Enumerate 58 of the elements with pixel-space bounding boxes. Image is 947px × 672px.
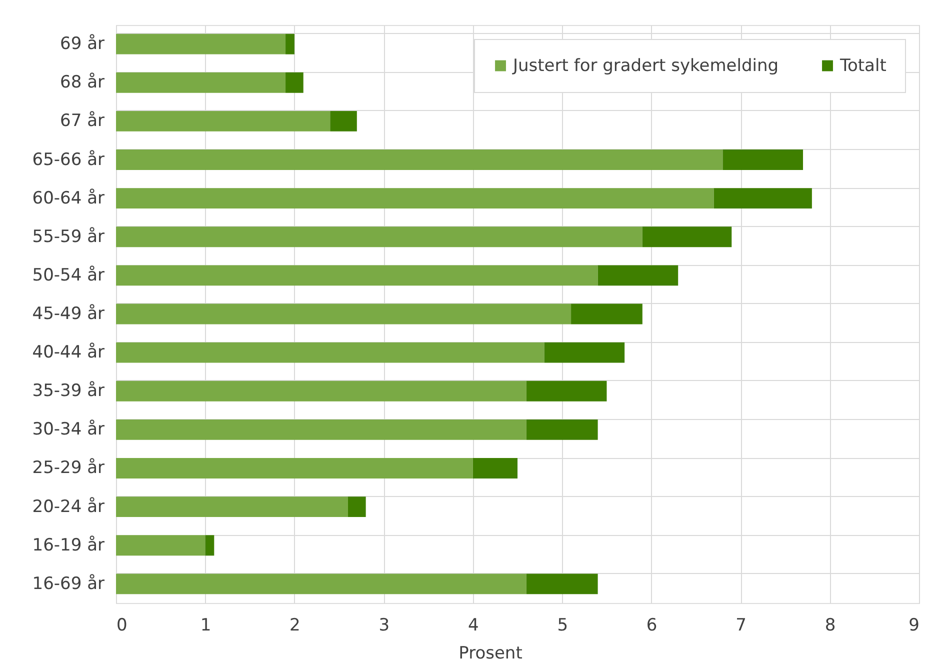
x-tick-label: 7 [736,616,746,636]
bar [205,535,214,556]
legend-label: Totalt [839,56,887,76]
bar [116,496,348,518]
bar [348,496,366,518]
bar [116,150,723,170]
bar [116,304,572,324]
y-tick-label: 68 år [60,72,104,93]
bar [642,226,732,248]
x-tick-label: 3 [378,616,390,636]
bar [286,34,294,54]
y-tick-label: 20-24 år [32,496,104,517]
legend-label: Justert for gradert sykemelding [512,56,779,76]
x-tick-label: 8 [824,616,836,636]
bar [116,535,206,556]
x-tick-label: 9 [908,616,920,636]
x-tick-label: 1 [200,616,212,636]
bar [116,574,526,594]
bar [116,265,598,286]
y-tick-label: 45-49 år [32,304,104,324]
bar [116,226,642,248]
x-tick-label: 5 [557,616,568,636]
x-axis-title: Prosent [458,644,523,664]
bar [472,458,518,478]
bar [116,72,286,93]
y-tick-label: 35-39 år [32,381,104,402]
y-tick-label: 16-19 år [32,535,104,556]
bar [714,188,812,209]
bar [571,304,642,324]
y-tick-label: 50-54 år [32,265,104,286]
bar [116,188,714,209]
x-tick-label: 6 [646,616,658,636]
y-tick-label: 60-64 år [32,188,104,208]
bar [526,419,598,440]
bar [722,150,804,170]
y-tick-label: 25-29 år [32,458,104,478]
x-tick-label: 2 [290,616,300,636]
x-tick-label: 0 [116,616,128,636]
y-tick-label: 40-44 år [32,342,104,363]
bar [286,72,304,93]
y-tick-label: 16-69 år [32,574,104,594]
bar [544,342,625,363]
bar [526,574,598,594]
bar [526,380,607,402]
bar [116,34,286,54]
y-tick-label: 30-34 år [32,420,104,440]
bar [116,419,526,440]
y-tick-label: 69 år [60,34,104,54]
bar [116,110,330,132]
bar [116,458,473,478]
bar [330,110,357,132]
bar [598,265,678,286]
y-tick-label: 55-59 år [32,226,104,247]
x-tick-label: 4 [468,616,479,636]
y-tick-label: 65-66 år [32,150,104,170]
bar [116,342,544,363]
bar [116,380,526,402]
y-tick-label: 67 år [60,111,104,132]
